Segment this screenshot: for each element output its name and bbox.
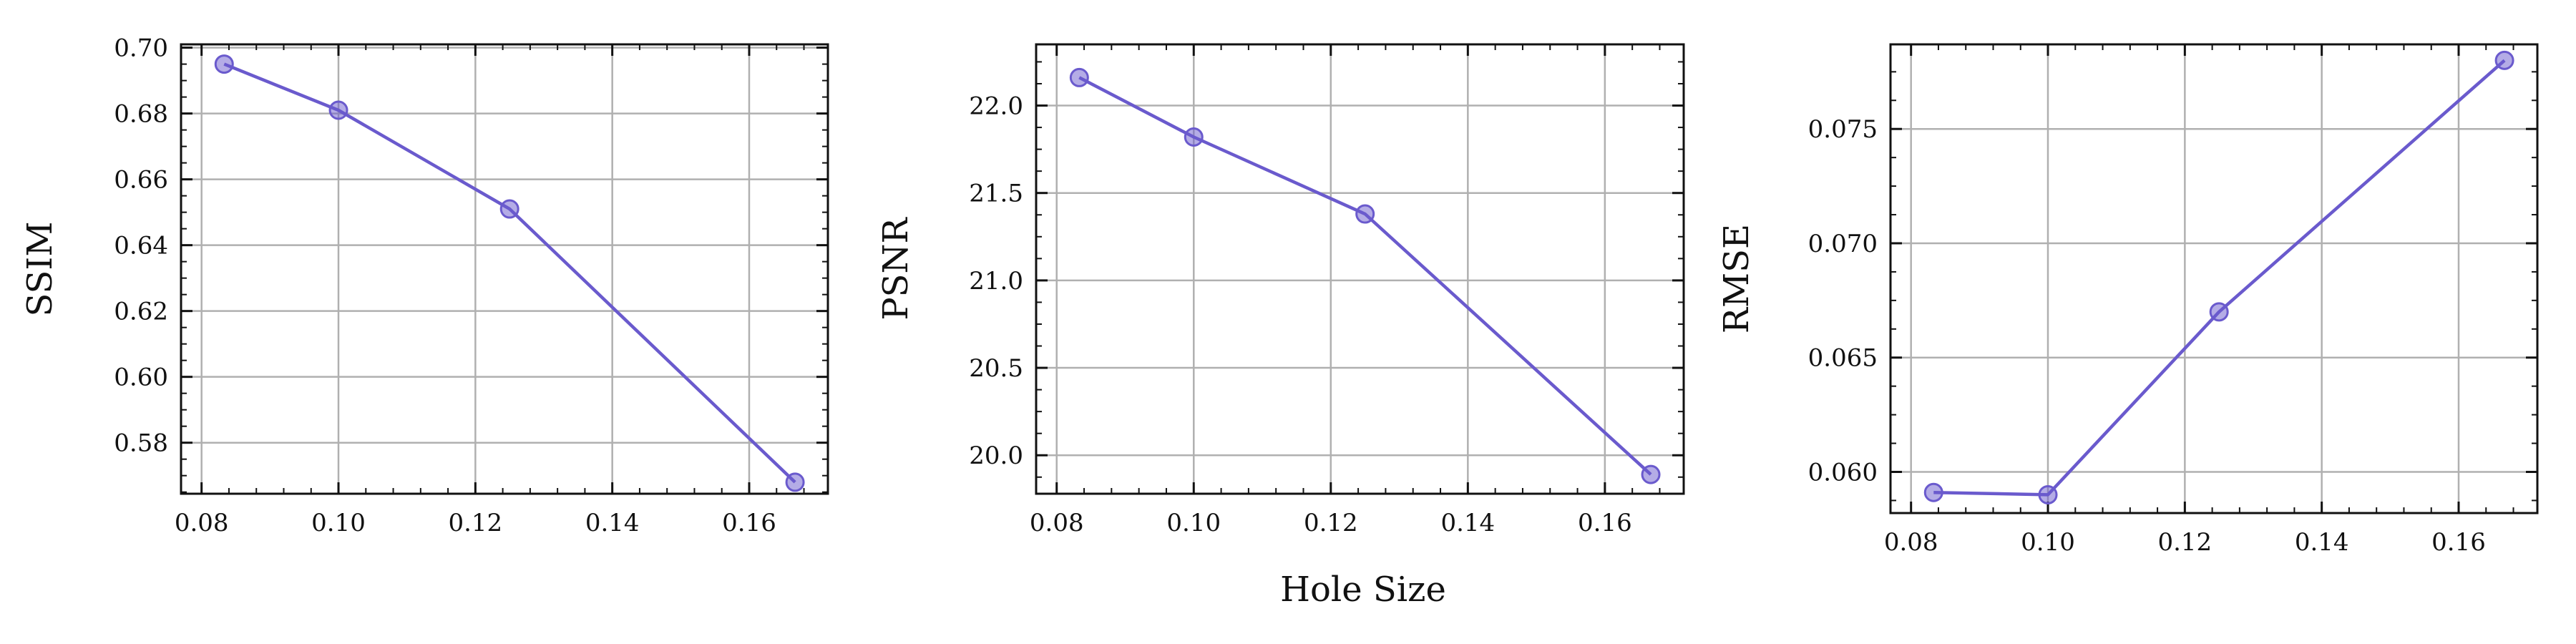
y-tick-label: 21.0 bbox=[969, 267, 1023, 296]
x-tick-label: 0.14 bbox=[2295, 528, 2349, 557]
y-tick-label: 0.065 bbox=[1808, 344, 1878, 373]
data-point bbox=[2209, 302, 2229, 322]
y-tick-label: 0.64 bbox=[114, 232, 168, 260]
y-tick-label: 0.68 bbox=[114, 100, 168, 129]
y-tick-label: 0.62 bbox=[114, 298, 168, 326]
x-tick-label: 0.10 bbox=[1166, 509, 1221, 537]
data-point bbox=[1923, 482, 1943, 502]
x-tick-label: 0.14 bbox=[1440, 509, 1495, 537]
y-tick-label: 21.5 bbox=[969, 180, 1023, 208]
y-tick-label: 0.60 bbox=[114, 364, 168, 392]
y-tick-label: 22.0 bbox=[969, 92, 1023, 121]
data-point bbox=[785, 472, 805, 492]
x-tick-label: 0.16 bbox=[2431, 528, 2486, 557]
x-tick-label: 0.12 bbox=[448, 509, 502, 537]
y-axis-label: SSIM bbox=[20, 221, 60, 316]
data-point bbox=[499, 199, 519, 219]
shared-x-axis-label: Hole Size bbox=[1280, 570, 1446, 610]
y-axis-label: PSNR bbox=[876, 216, 916, 320]
x-tick-label: 0.16 bbox=[722, 509, 776, 537]
panels: 0.08 0.10 0.12 0.14 0.16 0.58 0.60 0.62 0.64 0.66… bbox=[20, 34, 2539, 557]
data-point bbox=[328, 100, 348, 120]
x-tick-label: 0.10 bbox=[2021, 528, 2075, 557]
data-point bbox=[1355, 204, 1375, 224]
axes-frame bbox=[1035, 43, 1685, 495]
series-line bbox=[223, 62, 796, 484]
y-tick-label: 20.5 bbox=[969, 354, 1023, 383]
axes-frame bbox=[180, 43, 829, 495]
y-tick-label: 0.70 bbox=[114, 34, 168, 63]
data-point bbox=[214, 54, 234, 74]
x-tick-label: 0.10 bbox=[311, 509, 366, 537]
chart-panel-ssim: 0.08 0.10 0.12 0.14 0.16 0.58 0.60 0.62 0.64 0.66… bbox=[20, 34, 829, 537]
x-tick-label: 0.16 bbox=[1578, 509, 1632, 537]
x-tick-label: 0.08 bbox=[175, 509, 229, 537]
y-tick-label: 0.070 bbox=[1808, 230, 1878, 258]
y-axis-label: RMSE bbox=[1717, 224, 1757, 333]
data-point bbox=[2038, 484, 2058, 504]
series-line bbox=[1078, 76, 1652, 476]
series-line bbox=[1933, 59, 2506, 497]
axes-frame bbox=[1889, 43, 2539, 514]
data-point bbox=[1069, 67, 1089, 87]
x-tick-label: 0.12 bbox=[1304, 509, 1358, 537]
x-tick-label: 0.14 bbox=[585, 509, 640, 537]
x-tick-label: 0.08 bbox=[1030, 509, 1084, 537]
y-tick-label: 20.0 bbox=[969, 441, 1023, 470]
data-point bbox=[1641, 464, 1661, 484]
data-point bbox=[2494, 50, 2514, 70]
y-tick-label: 0.075 bbox=[1808, 115, 1878, 144]
data-point bbox=[1184, 127, 1204, 147]
chart-panel-psnr: 0.08 0.10 0.12 0.14 0.16 20.0 20.5 21.0 21.5 22.0… bbox=[876, 43, 1685, 537]
x-tick-label: 0.12 bbox=[2157, 528, 2212, 557]
y-tick-label: 0.060 bbox=[1808, 458, 1878, 487]
x-tick-label: 0.08 bbox=[1884, 528, 1938, 557]
y-tick-label: 0.58 bbox=[114, 429, 168, 458]
chart-panel-rmse: 0.08 0.10 0.12 0.14 0.16 0.060 0.065 0.070 0.075… bbox=[1717, 43, 2539, 557]
y-tick-label: 0.66 bbox=[114, 166, 168, 195]
